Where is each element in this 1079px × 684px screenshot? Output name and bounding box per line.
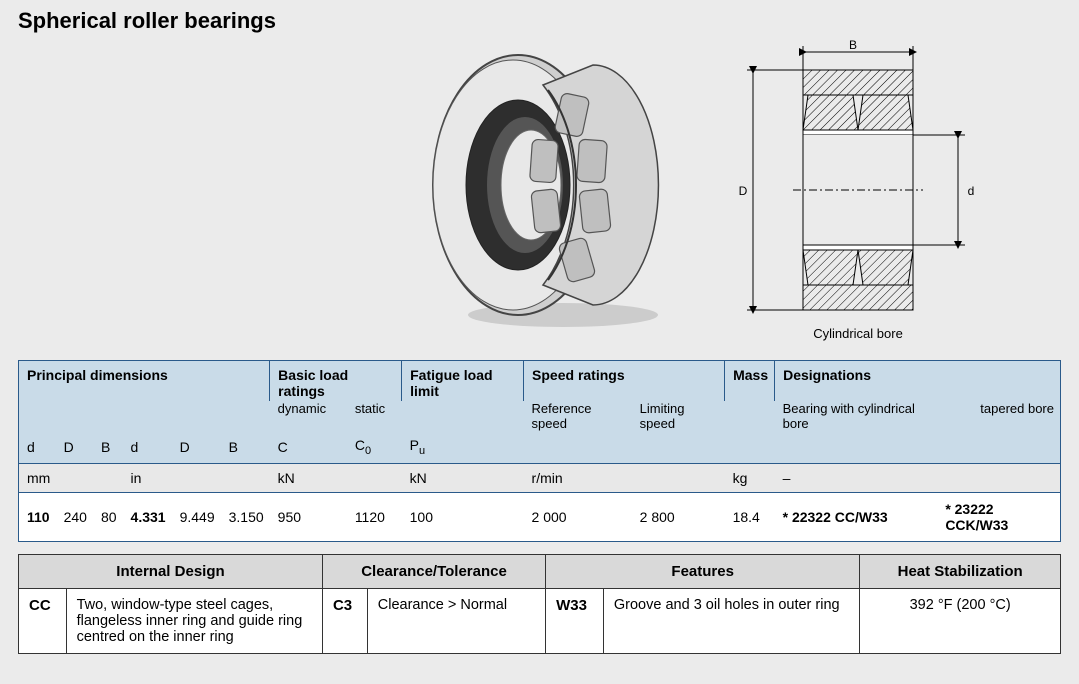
- col-group-basicload: Basic load ratings: [278, 367, 348, 399]
- sub-limspeed: Limiting speed: [640, 401, 685, 431]
- val-desig2: * 23222 CCK/W33: [937, 492, 1060, 541]
- th-features: Features: [546, 554, 860, 588]
- col-B-mm: B: [93, 433, 123, 463]
- svg-text:d: d: [968, 184, 975, 198]
- hero-row: B D d: [18, 40, 1061, 350]
- sub-tapered: tapered bore: [980, 401, 1054, 416]
- desc-c3: Clearance > Normal: [367, 588, 545, 653]
- val-desig1: * 22322 CC/W33: [775, 492, 938, 541]
- col-group-principal: Principal dimensions: [19, 361, 270, 402]
- th-clearance: Clearance/Tolerance: [322, 554, 545, 588]
- val-B-in: 3.150: [221, 492, 270, 541]
- val-B-mm: 80: [93, 492, 123, 541]
- col-D-mm: D: [56, 433, 93, 463]
- unit-dash: –: [775, 463, 1061, 492]
- col-C: C: [270, 433, 347, 463]
- val-C: 950: [270, 492, 347, 541]
- sub-static: static: [355, 401, 385, 416]
- val-d-mm: 110: [19, 492, 56, 541]
- col-Pu: Pu: [402, 433, 524, 463]
- desc-cc: Two, window-type steel cages, flangeless…: [66, 588, 322, 653]
- th-heat: Heat Stabilization: [860, 554, 1061, 588]
- code-cc: CC: [19, 588, 67, 653]
- val-D-in: 9.449: [172, 492, 221, 541]
- col-group-fatigue: Fatigue load limit: [410, 367, 492, 399]
- val-d-in: 4.331: [123, 492, 172, 541]
- desc-w33: Groove and 3 oil holes in outer ring: [603, 588, 859, 653]
- val-C0: 1120: [347, 492, 402, 541]
- page-title: Spherical roller bearings: [18, 8, 1061, 34]
- features-table: Internal Design Clearance/Tolerance Feat…: [18, 554, 1061, 654]
- cross-section-diagram: B D d: [718, 40, 998, 341]
- col-group-desig: Designations: [783, 367, 871, 383]
- val-limspeed: 2 800: [632, 492, 725, 541]
- col-d-mm: d: [19, 433, 56, 463]
- col-B-in: B: [221, 433, 270, 463]
- sub-dynamic: dynamic: [278, 401, 326, 416]
- code-c3: C3: [322, 588, 367, 653]
- bearing-illustration: [418, 40, 678, 330]
- unit-kN2: kN: [402, 463, 524, 492]
- val-refspeed: 2 000: [524, 492, 632, 541]
- code-w33: W33: [546, 588, 604, 653]
- svg-text:D: D: [739, 184, 748, 198]
- val-heat: 392 °F (200 °C): [860, 588, 1061, 653]
- unit-kg: kg: [725, 463, 775, 492]
- unit-in: in: [123, 463, 270, 492]
- sub-cylbore: Bearing with cylindrical bore: [783, 401, 915, 431]
- col-D-in: D: [172, 433, 221, 463]
- dimensions-table: Principal dimensions Basic load ratings …: [18, 360, 1061, 542]
- table-row: 110 240 80 4.331 9.449 3.150 950 1120 10…: [19, 492, 1061, 541]
- unit-mm: mm: [19, 463, 123, 492]
- svg-text:B: B: [849, 40, 857, 52]
- val-D-mm: 240: [56, 492, 93, 541]
- unit-rmin: r/min: [524, 463, 725, 492]
- unit-kN1: kN: [270, 463, 402, 492]
- col-group-mass: Mass: [733, 367, 768, 383]
- col-d-in: d: [123, 433, 172, 463]
- val-mass: 18.4: [725, 492, 775, 541]
- col-group-speed: Speed ratings: [532, 367, 625, 383]
- th-internal-design: Internal Design: [19, 554, 323, 588]
- diagram-caption: Cylindrical bore: [813, 326, 903, 341]
- sub-refspeed: Reference speed: [532, 401, 592, 431]
- table-row: CC Two, window-type steel cages, flangel…: [19, 588, 1061, 653]
- col-C0: C0: [347, 433, 402, 463]
- val-Pu: 100: [402, 492, 524, 541]
